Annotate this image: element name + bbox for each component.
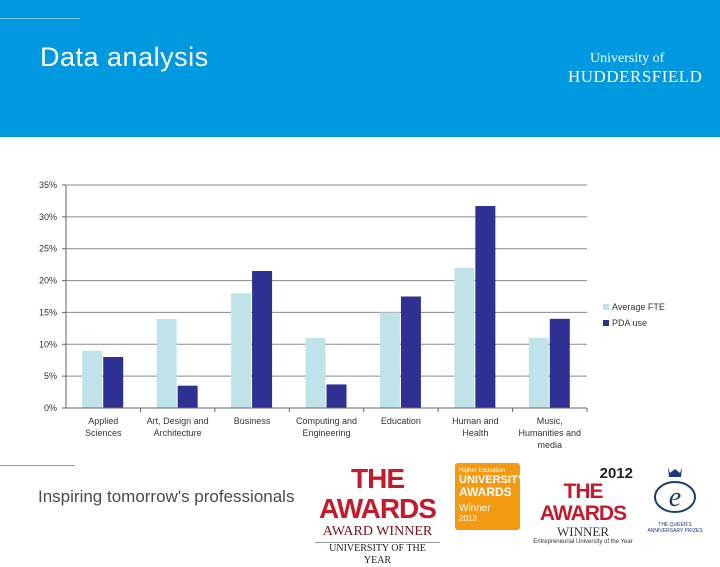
- x-tick-label: Music, Humanities and media: [519, 416, 582, 450]
- award-badge-university-awards: Higher Education UNIVERSITY AWARDS Winne…: [455, 463, 520, 530]
- header-banner: Data analysis University of HUDDERSFIELD: [0, 0, 720, 137]
- x-tick-label: Education: [381, 416, 421, 426]
- chart-legend: Average FTE PDA use: [603, 299, 665, 331]
- footer-rule: [0, 465, 75, 466]
- bar-chart: 0% 5% 10% 15% 20% 25% 30% 35% Applied Sciences Art…: [39, 180, 588, 450]
- award3-year: 2012: [599, 465, 633, 482]
- university-logo: University of HUDDERSFIELD: [568, 51, 703, 86]
- award3-winner: WINNER: [557, 524, 609, 539]
- y-tick-label: 0%: [44, 403, 57, 413]
- award-badge-queens-prize: e THE QUEEN'S ANNIVERSARY PRIZES: [642, 463, 708, 534]
- slide-title: Data analysis: [40, 42, 209, 72]
- y-tick-label: 20%: [39, 276, 57, 286]
- bar-average-fte: [528, 337, 549, 408]
- award3-title: THE AWARDS: [539, 480, 627, 525]
- x-tick-label: Business: [234, 416, 271, 426]
- award1-title: THE AWARDS: [319, 463, 437, 524]
- x-tick-label: Applied Sciences: [85, 416, 122, 438]
- award-badge-university-of-the-year: THE AWARDS AWARD WINNER UNIVERSITY OF TH…: [315, 464, 440, 567]
- bar-pda-use: [252, 271, 273, 408]
- bar-pda-use: [103, 357, 124, 408]
- award2-title1: UNIVERSITY: [459, 474, 520, 486]
- y-tick-label: 35%: [39, 180, 57, 190]
- award2-top: Higher Education: [459, 468, 506, 474]
- bar-pda-use: [400, 296, 421, 408]
- university-logo-line1: University of: [590, 51, 665, 66]
- bar-average-fte: [454, 267, 475, 408]
- bar-pda-use: [326, 384, 347, 408]
- bar-pda-use: [549, 318, 570, 408]
- x-tick-label: Art, Design and Architecture: [147, 416, 209, 438]
- bar-average-fte: [82, 350, 103, 408]
- legend-swatch-average-fte: [603, 304, 609, 310]
- y-tick-label: 10%: [39, 339, 57, 349]
- svg-text:e: e: [669, 482, 681, 513]
- x-tick-label: Computing and Engineering: [296, 416, 357, 438]
- footer-tagline: Inspiring tomorrow's professionals: [38, 487, 295, 506]
- y-tick-label: 25%: [39, 244, 57, 254]
- y-tick-label: 30%: [39, 212, 57, 222]
- x-tick-label: Human and Health: [452, 416, 499, 438]
- award3-subtitle: Entrepreneurial University of the Year: [533, 539, 633, 545]
- legend-swatch-pda-use: [603, 320, 609, 326]
- y-tick-label: 5%: [44, 371, 57, 381]
- bar-average-fte: [305, 337, 326, 408]
- bar-pda-use: [177, 385, 198, 408]
- bar-average-fte: [231, 293, 252, 408]
- crown-emblem-icon: e: [654, 467, 696, 513]
- award1-subtitle2: UNIVERSITY OF THE YEAR: [315, 542, 440, 567]
- award1-subtitle: AWARD WINNER: [322, 524, 433, 539]
- bar-average-fte: [156, 318, 177, 408]
- legend-item-average-fte: Average FTE: [603, 299, 665, 315]
- y-tick-label: 15%: [39, 307, 57, 317]
- university-logo-line2: HUDDERSFIELD: [568, 67, 703, 86]
- award2-winner: Winner: [459, 503, 491, 514]
- award2-year: 2013: [459, 514, 477, 523]
- header-rule: [0, 18, 80, 19]
- bar-average-fte: [379, 312, 400, 408]
- award2-title2: AWARDS: [459, 485, 512, 499]
- award4-subtitle: THE QUEEN'S ANNIVERSARY PRIZES: [647, 522, 703, 534]
- legend-label-average-fte: Average FTE: [612, 302, 665, 312]
- bar-pda-use: [475, 206, 496, 408]
- legend-item-pda-use: PDA use: [603, 315, 665, 331]
- legend-label-pda-use: PDA use: [612, 318, 648, 328]
- award-badge-entrepreneurial: 2012 THE AWARDS WINNER Entrepreneurial U…: [533, 465, 633, 546]
